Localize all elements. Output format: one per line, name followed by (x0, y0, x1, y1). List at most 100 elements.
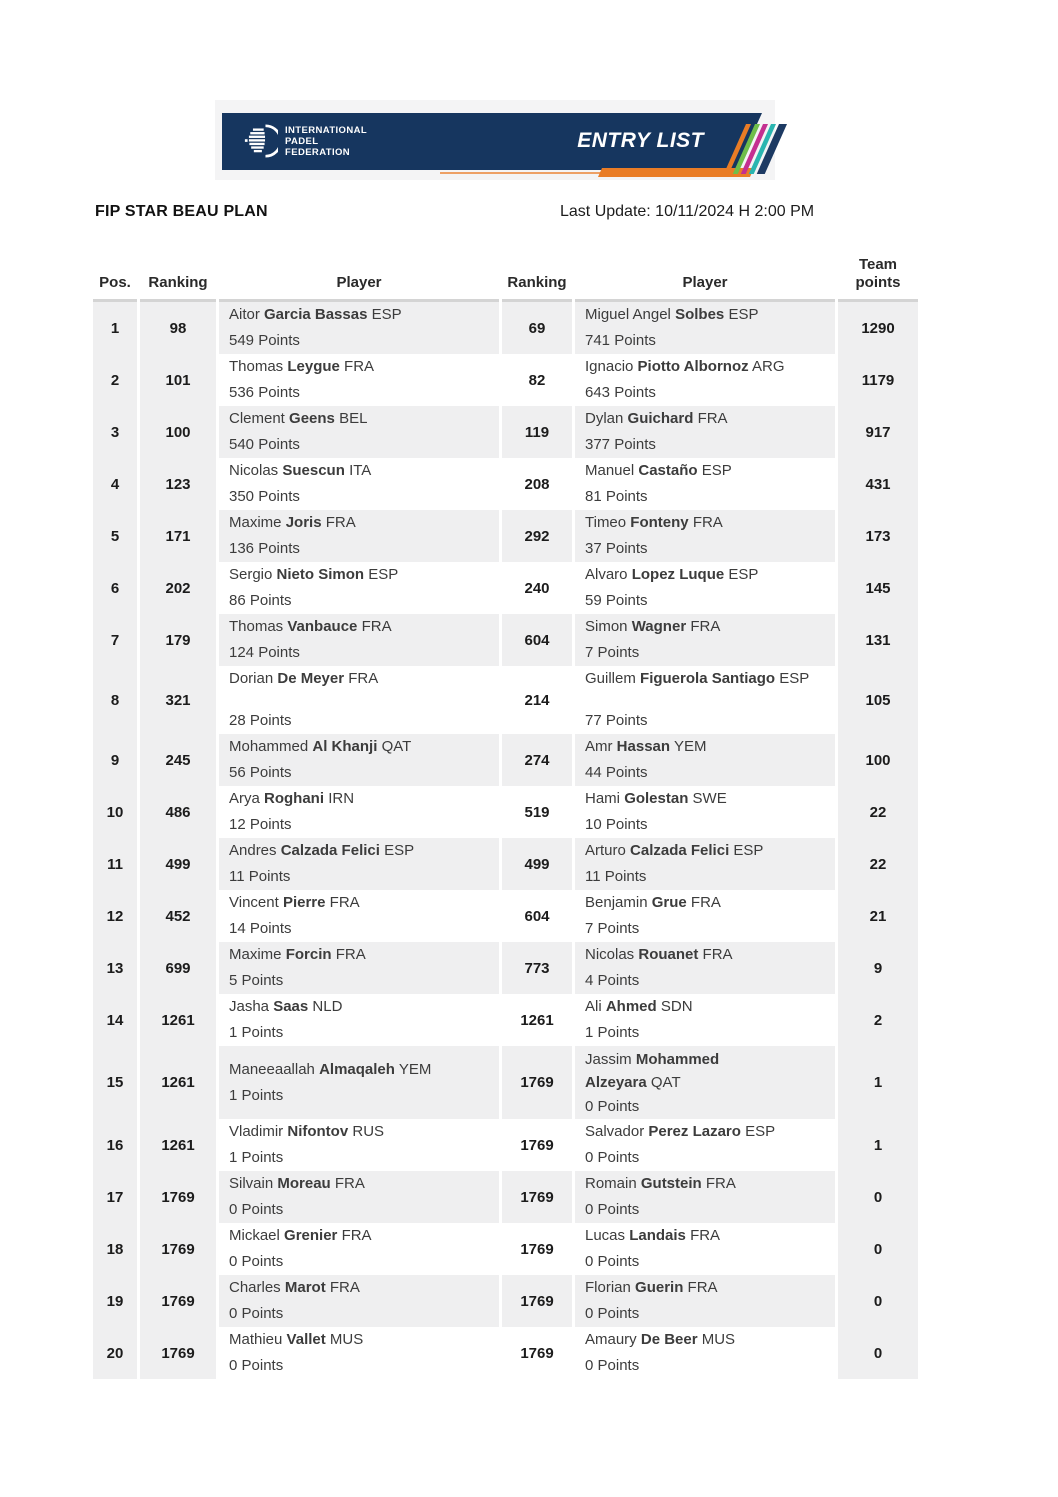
padel-ball-icon (244, 121, 278, 161)
player-name-2: Simon Wagner FRA (585, 618, 721, 635)
player-points-2: 77 Points (585, 712, 648, 729)
player-name-2: Benjamin Grue FRA (585, 894, 721, 911)
ranking-cell-2: 208 (502, 458, 572, 510)
player-name-2: Ali Ahmed SDN (585, 998, 693, 1015)
ranking-cell-1: 1261 (140, 994, 216, 1046)
player-cell-1: Charles Marot FRA 0 Points (219, 1275, 499, 1327)
player-cell-1: Sergio Nieto Simon ESP 86 Points (219, 562, 499, 614)
ipf-logo: INTERNATIONAL PADEL FEDERATION (244, 121, 367, 161)
table-row: 14 1261 Jasha Saas NLD 1 Points 1261 Ali… (93, 994, 918, 1046)
table-row: 6 202 Sergio Nieto Simon ESP 86 Points 2… (93, 562, 918, 614)
player-cell-1: Nicolas Suescun ITA 350 Points (219, 458, 499, 510)
player-points-1: 0 Points (229, 1253, 284, 1270)
player-name-2: Amr Hassan YEM (585, 738, 707, 755)
column-header-player-1: Player (219, 252, 499, 302)
ranking-cell-1: 1261 (140, 1119, 216, 1171)
team-points-cell: 2 (838, 994, 918, 1046)
table-row: 13 699 Maxime Forcin FRA 5 Points 773 Ni… (93, 942, 918, 994)
player-points-2: 0 Points (585, 1201, 640, 1218)
player-points-1: 28 Points (229, 712, 292, 729)
player-points-2: 4 Points (585, 972, 640, 989)
entry-table-body: 1 98 Aitor Garcia Bassas ESP 549 Points … (93, 302, 918, 1379)
ranking-cell-1: 486 (140, 786, 216, 838)
player-name-1: Maneeaallah Almaqaleh YEM (229, 1060, 432, 1078)
player-points-1: 536 Points (229, 384, 300, 401)
player-name-2: Arturo Calzada Felici ESP (585, 842, 764, 859)
player-cell-2: Benjamin Grue FRA 7 Points (575, 890, 835, 942)
player-points-1: 14 Points (229, 920, 292, 937)
pos-cell: 11 (93, 838, 137, 890)
ranking-cell-2: 119 (502, 406, 572, 458)
player-points-1: 1 Points (229, 1024, 284, 1041)
ipf-logo-text: INTERNATIONAL PADEL FEDERATION (285, 125, 367, 158)
table-row: 7 179 Thomas Vanbauce FRA 124 Points 604… (93, 614, 918, 666)
player-cell-2: Lucas Landais FRA 0 Points (575, 1223, 835, 1275)
player-cell-2: Romain Gutstein FRA 0 Points (575, 1171, 835, 1223)
player-points-2: 7 Points (585, 644, 640, 661)
table-row: 5 171 Maxime Joris FRA 136 Points 292 Ti… (93, 510, 918, 562)
entry-table: Pos. Ranking Player Ranking Player Team … (90, 252, 921, 1379)
player-cell-2: Manuel Castaño ESP 81 Points (575, 458, 835, 510)
pos-cell: 4 (93, 458, 137, 510)
ranking-cell-2: 519 (502, 786, 572, 838)
table-row: 11 499 Andres Calzada Felici ESP 11 Poin… (93, 838, 918, 890)
column-header-ranking-1: Ranking (140, 252, 216, 302)
player-cell-2: Jassim Mohammed Alzeyara QAT 0 Points (575, 1046, 835, 1119)
player-points-2: 44 Points (585, 764, 648, 781)
player-name-1: Jasha Saas NLD (229, 998, 343, 1015)
player-name-1: Vincent Pierre FRA (229, 894, 360, 911)
player-cell-2: Salvador Perez Lazaro ESP 0 Points (575, 1119, 835, 1171)
player-name-1: Dorian De Meyer FRA (229, 670, 379, 687)
column-header-pos: Pos. (93, 252, 137, 302)
player-name-2: Guillem Figuerola Santiago ESP (585, 670, 810, 687)
table-row: 12 452 Vincent Pierre FRA 14 Points 604 … (93, 890, 918, 942)
table-row: 3 100 Clement Geens BEL 540 Points 119 D… (93, 406, 918, 458)
player-cell-1: Mathieu Vallet MUS 0 Points (219, 1327, 499, 1379)
player-cell-1: Jasha Saas NLD 1 Points (219, 994, 499, 1046)
ranking-cell-2: 604 (502, 614, 572, 666)
team-points-cell: 0 (838, 1223, 918, 1275)
team-points-cell: 100 (838, 734, 918, 786)
player-cell-2: Nicolas Rouanet FRA 4 Points (575, 942, 835, 994)
player-points-1: 540 Points (229, 436, 300, 453)
column-header-ranking-2: Ranking (502, 252, 572, 302)
player-name-1: Maxime Joris FRA (229, 514, 356, 531)
last-update-text: Last Update: 10/11/2024 H 2:00 PM (560, 203, 815, 220)
player-cell-2: Florian Guerin FRA 0 Points (575, 1275, 835, 1327)
ranking-cell-2: 1769 (502, 1119, 572, 1171)
ranking-cell-2: 604 (502, 890, 572, 942)
ranking-cell-1: 101 (140, 354, 216, 406)
ranking-cell-1: 245 (140, 734, 216, 786)
table-row: 17 1769 Silvain Moreau FRA 0 Points 1769… (93, 1171, 918, 1223)
player-name-1: Silvain Moreau FRA (229, 1175, 365, 1192)
player-points-1: 0 Points (229, 1201, 284, 1218)
team-points-cell: 1 (838, 1119, 918, 1171)
player-points-1: 549 Points (229, 332, 300, 349)
ranking-cell-1: 699 (140, 942, 216, 994)
player-name-2: Jassim Mohammed Alzeyara QAT (585, 1051, 720, 1091)
ranking-cell-1: 98 (140, 302, 216, 354)
banner: INTERNATIONAL PADEL FEDERATION ENTRY LIS… (215, 100, 787, 180)
player-name-1: Charles Marot FRA (229, 1279, 360, 1296)
player-points-2: 7 Points (585, 920, 640, 937)
ranking-cell-2: 1769 (502, 1046, 572, 1119)
team-points-cell: 9 (838, 942, 918, 994)
ranking-cell-1: 1769 (140, 1275, 216, 1327)
player-name-1: Mathieu Vallet MUS (229, 1331, 364, 1348)
player-name-1: Mickael Grenier FRA (229, 1227, 372, 1244)
player-cell-1: Clement Geens BEL 540 Points (219, 406, 499, 458)
player-cell-1: Thomas Vanbauce FRA 124 Points (219, 614, 499, 666)
page-title: FIP STAR BEAU PLAN (95, 203, 268, 220)
ranking-cell-2: 274 (502, 734, 572, 786)
pos-cell: 18 (93, 1223, 137, 1275)
ranking-cell-2: 240 (502, 562, 572, 614)
player-cell-2: Amr Hassan YEM 44 Points (575, 734, 835, 786)
player-points-2: 0 Points (585, 1305, 640, 1322)
pos-cell: 8 (93, 666, 137, 734)
player-name-2: Manuel Castaño ESP (585, 462, 732, 479)
ranking-cell-2: 1261 (502, 994, 572, 1046)
player-cell-2: Timeo Fonteny FRA 37 Points (575, 510, 835, 562)
table-row: 15 1261 Maneeaallah Almaqaleh YEM 1 Poin… (93, 1046, 918, 1119)
player-points-2: 37 Points (585, 540, 648, 557)
